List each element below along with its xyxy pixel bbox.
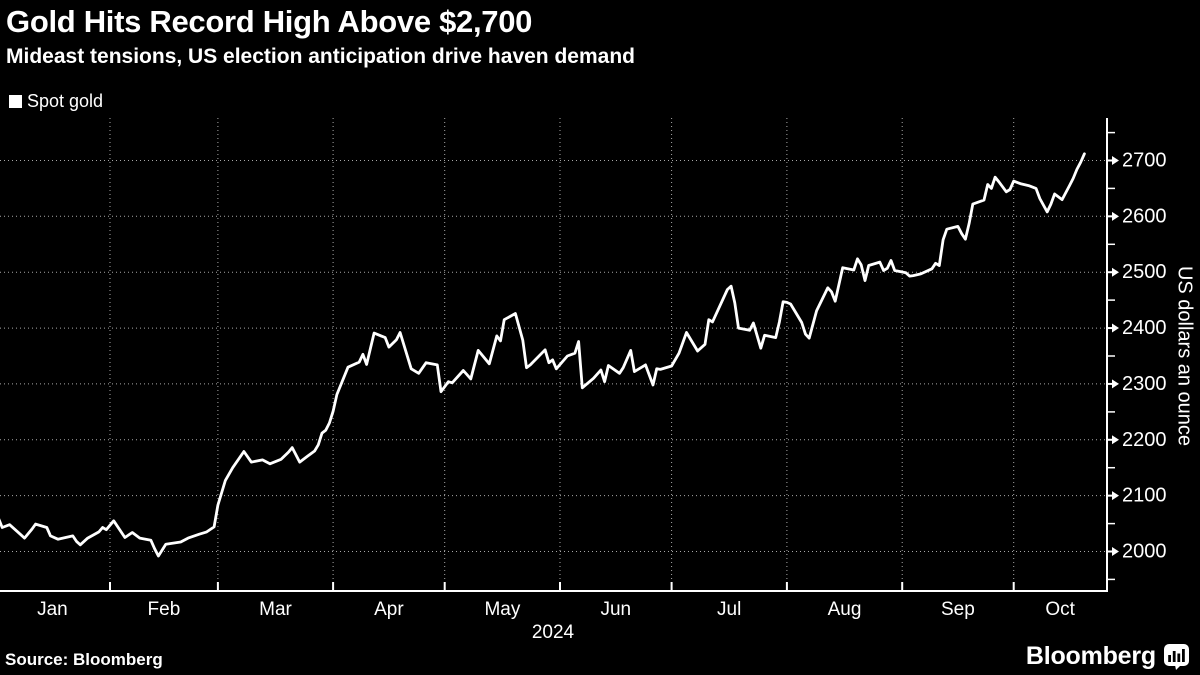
spot-gold-line — [0, 152, 1086, 558]
bloomberg-logo: Bloomberg — [1026, 642, 1190, 671]
svg-text:Jun: Jun — [600, 599, 631, 620]
chart-subtitle: Mideast tensions, US election anticipati… — [6, 45, 635, 68]
legend: Spot gold — [9, 91, 103, 112]
svg-text:2600: 2600 — [1122, 205, 1167, 227]
bloomberg-logo-text: Bloomberg — [1025, 642, 1156, 670]
svg-text:Mar: Mar — [259, 599, 292, 620]
source-credit: Source: Bloomberg — [5, 650, 163, 669]
legend-swatch-icon — [9, 95, 22, 108]
svg-text:2400: 2400 — [1122, 317, 1167, 339]
bloomberg-chart-bubble-icon — [1164, 643, 1189, 670]
svg-text:2200: 2200 — [1122, 429, 1167, 451]
svg-text:2700: 2700 — [1122, 149, 1167, 171]
svg-text:Aug: Aug — [828, 599, 862, 620]
y-axis-title: US dollars an ounce — [1173, 265, 1196, 447]
legend-label: Spot gold — [27, 91, 104, 111]
svg-text:Oct: Oct — [1045, 599, 1075, 620]
svg-text:Jan: Jan — [37, 599, 68, 620]
chart-title: Gold Hits Record High Above $2,700 — [6, 4, 533, 39]
x-axis-year-label: 2024 — [531, 622, 575, 643]
svg-text:2100: 2100 — [1122, 485, 1167, 507]
svg-text:May: May — [484, 599, 520, 620]
svg-text:Sep: Sep — [941, 599, 975, 620]
svg-text:Apr: Apr — [374, 599, 404, 620]
svg-text:Jul: Jul — [717, 599, 741, 620]
svg-text:2300: 2300 — [1122, 373, 1167, 395]
svg-text:Feb: Feb — [148, 599, 181, 620]
svg-text:2000: 2000 — [1122, 541, 1167, 563]
svg-text:2500: 2500 — [1122, 261, 1167, 283]
